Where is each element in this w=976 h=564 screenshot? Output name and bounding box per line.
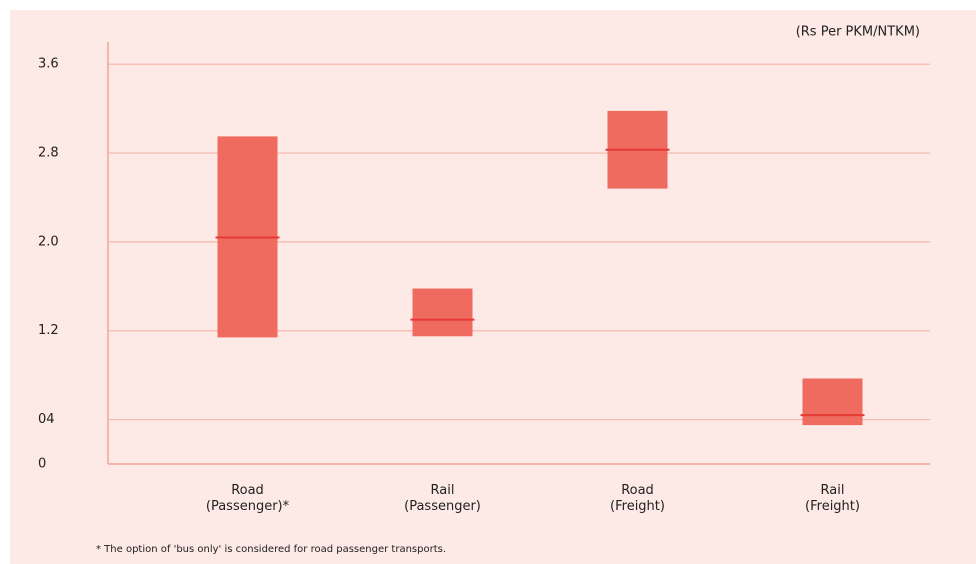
x-tick-label-line: (Freight) [805, 499, 860, 514]
footnote: * The option of 'bus only' is considered… [96, 544, 446, 555]
x-tick-label: Rail (Passenger) [404, 483, 481, 514]
x-tick-label-line: Rail [821, 483, 845, 498]
y-tick-label: 2.0 [38, 234, 59, 249]
x-tick-label-line: Road [231, 483, 264, 498]
y-tick-label: 2.8 [38, 146, 59, 161]
range-bar [802, 378, 863, 426]
x-tick-label-line: (Passenger) [404, 499, 481, 514]
x-tick-label-line: (Freight) [610, 499, 665, 514]
y-tick-label: 1.2 [38, 323, 59, 338]
x-tick-label-line: Rail [431, 483, 455, 498]
y-tick-label: 3.6 [38, 57, 59, 72]
x-tick-label: Road (Freight) [610, 483, 665, 514]
y-tick-label: 04 [38, 412, 55, 427]
range-bar [412, 288, 473, 337]
x-tick-label: Rail (Freight) [805, 483, 860, 514]
unit-label: (Rs Per PKM/NTKM) [796, 25, 920, 40]
y-tick-label: 0 [38, 457, 46, 472]
x-tick-label-line: (Passenger)* [206, 499, 290, 514]
x-tick-label-line: Road [621, 483, 654, 498]
chart-background [10, 10, 976, 564]
x-tick-label: Road (Passenger)* [206, 483, 290, 514]
